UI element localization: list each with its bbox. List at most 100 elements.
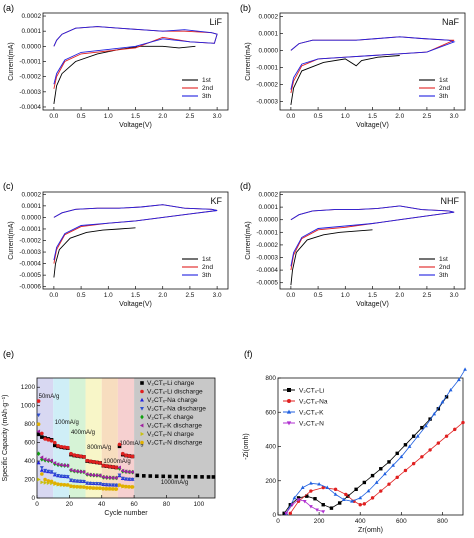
data-point bbox=[424, 423, 428, 428]
legend-label: V₂CTₓ-Li discharge bbox=[147, 389, 203, 396]
legend-label: V₂CTₓ-N discharge bbox=[147, 440, 203, 447]
data-point bbox=[428, 417, 432, 421]
data-point bbox=[52, 460, 57, 465]
legend-label: 2nd bbox=[202, 264, 213, 271]
data-point bbox=[415, 434, 420, 438]
data-point bbox=[101, 486, 106, 491]
legend-label: 1st bbox=[439, 256, 448, 263]
series-3 bbox=[53, 204, 218, 261]
data-point bbox=[65, 445, 70, 450]
y-tick-label: -0.0002 bbox=[19, 74, 41, 81]
data-point bbox=[78, 485, 83, 489]
data-point bbox=[46, 438, 51, 442]
data-point bbox=[161, 474, 166, 479]
data-point bbox=[313, 497, 317, 501]
data-point bbox=[130, 485, 135, 489]
data-point bbox=[55, 462, 60, 467]
data-point bbox=[39, 468, 44, 472]
data-point bbox=[52, 472, 57, 477]
data-point bbox=[140, 407, 144, 411]
data-point bbox=[130, 477, 135, 482]
data-point bbox=[117, 483, 122, 487]
data-point bbox=[36, 460, 41, 465]
data-point bbox=[123, 469, 128, 474]
legend-label: V₂CTₓ-N charge bbox=[147, 431, 194, 438]
series-1 bbox=[290, 229, 373, 286]
rate-annotation: 400mA/g bbox=[71, 430, 95, 436]
series-2 bbox=[36, 399, 135, 470]
x-tick-label: 3.0 bbox=[213, 292, 222, 299]
data-point bbox=[333, 487, 338, 492]
data-point bbox=[292, 495, 297, 500]
data-point bbox=[53, 440, 57, 445]
data-point bbox=[98, 482, 103, 486]
x-tick-label: 3.0 bbox=[450, 292, 459, 299]
y-tick-label: -0.0003 bbox=[256, 98, 278, 105]
x-tick-label: 2.0 bbox=[158, 113, 167, 120]
x-tick-label: 20 bbox=[66, 501, 74, 508]
data-point bbox=[82, 485, 86, 489]
series-3 bbox=[290, 205, 455, 267]
data-point bbox=[287, 388, 291, 392]
y-tick-label: 1200 bbox=[21, 384, 36, 391]
series-2 bbox=[288, 420, 465, 515]
x-tick-label: 0 bbox=[276, 518, 280, 525]
data-point bbox=[140, 397, 144, 402]
data-point bbox=[387, 482, 391, 486]
data-point bbox=[78, 454, 83, 459]
y-tick-label: 0.0002 bbox=[21, 191, 41, 198]
legend-label: 3th bbox=[439, 93, 448, 100]
panel-letter: (c) bbox=[3, 181, 14, 191]
y-tick-label: 800 bbox=[24, 421, 35, 428]
data-point bbox=[65, 475, 70, 479]
data-point bbox=[40, 472, 44, 476]
corner-label: KF bbox=[210, 196, 222, 206]
y-tick-label: 0 bbox=[31, 495, 35, 502]
data-point bbox=[127, 485, 132, 489]
data-point bbox=[69, 451, 73, 456]
series-1 bbox=[53, 45, 196, 104]
data-point bbox=[85, 458, 89, 463]
data-point bbox=[78, 479, 83, 484]
y-tick-label: 0.0000 bbox=[258, 47, 278, 54]
legend-label: V₂CTₓ-K discharge bbox=[147, 423, 202, 430]
data-point bbox=[53, 443, 57, 448]
data-point bbox=[288, 511, 293, 515]
plot-frame bbox=[279, 191, 466, 290]
plot-frame bbox=[42, 12, 229, 111]
data-point bbox=[88, 481, 93, 486]
data-point bbox=[333, 492, 338, 496]
y-axis-label: Specific Capacity (mAh·g⁻¹) bbox=[2, 395, 9, 482]
x-tick-label: 1.0 bbox=[341, 292, 350, 299]
data-point bbox=[75, 469, 79, 474]
data-point bbox=[62, 463, 66, 468]
data-point bbox=[403, 468, 408, 473]
data-point bbox=[49, 479, 54, 484]
rate-annotation: 100mA/g bbox=[120, 441, 144, 447]
panel-letter: (f) bbox=[244, 349, 253, 359]
series-3 bbox=[290, 36, 456, 90]
y-tick-label: 0.0001 bbox=[258, 204, 278, 211]
data-point bbox=[98, 461, 102, 465]
series-line bbox=[53, 227, 136, 278]
x-tick-label: 2.0 bbox=[395, 113, 404, 120]
y-tick-label: -0.0001 bbox=[19, 59, 41, 66]
y-tick-label: 800 bbox=[265, 375, 276, 382]
series-line bbox=[290, 36, 456, 90]
data-point bbox=[383, 471, 387, 476]
data-point bbox=[444, 395, 449, 399]
data-point bbox=[325, 485, 330, 489]
data-point bbox=[321, 485, 325, 490]
legend-label: 2nd bbox=[439, 264, 450, 271]
data-point bbox=[49, 470, 54, 474]
data-point bbox=[391, 463, 395, 467]
x-tick-label: 2.0 bbox=[395, 292, 404, 299]
series-line bbox=[53, 26, 218, 85]
data-point bbox=[40, 435, 44, 439]
data-point bbox=[117, 442, 122, 447]
legend-label: 1st bbox=[202, 77, 211, 84]
y-axis-label: Current(mA) bbox=[245, 221, 252, 260]
data-point bbox=[43, 480, 48, 485]
data-point bbox=[62, 483, 67, 487]
data-point bbox=[88, 459, 93, 464]
